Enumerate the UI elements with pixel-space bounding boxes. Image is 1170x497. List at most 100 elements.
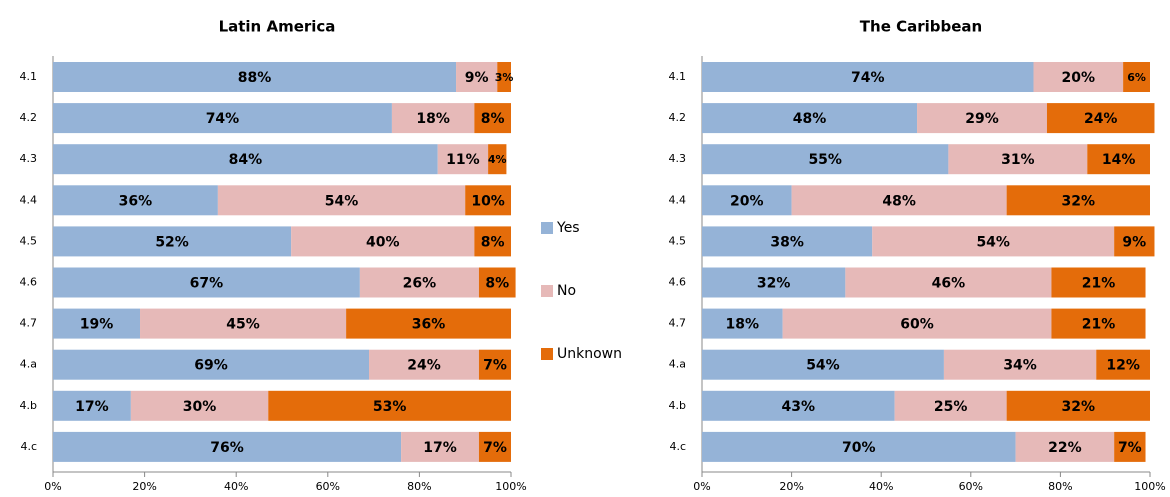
value-label: 12%: [1106, 358, 1140, 374]
value-label: 20%: [1062, 70, 1096, 86]
value-label: 31%: [1001, 152, 1035, 168]
bar-segment: [346, 308, 511, 339]
legend-label: Unknown: [557, 346, 622, 362]
x-tick-label: 40%: [224, 480, 248, 493]
value-label: 52%: [155, 234, 189, 250]
bar-segment: Unknown: [1114, 226, 1155, 257]
y-tick-label: 4.4: [20, 193, 38, 206]
bar-segment: [465, 185, 511, 216]
x-tick-label: 20%: [132, 480, 156, 493]
bar-segment: Yes: [702, 390, 895, 421]
bar-segment: Unknown: [1051, 267, 1146, 298]
bar-segment: [130, 390, 269, 421]
value-label: 7%: [483, 358, 507, 374]
bar-segment: [53, 226, 292, 257]
bar-segment: Yes: [702, 185, 792, 216]
chart-title: The Caribbean: [860, 18, 982, 36]
bar-segment: [478, 431, 511, 462]
value-label: 9%: [1122, 234, 1146, 250]
value-label: 26%: [403, 276, 437, 292]
value-label: 76%: [210, 440, 244, 456]
value-label: 21%: [1082, 276, 1116, 292]
value-label: 32%: [1062, 399, 1096, 415]
bar-segment: [497, 62, 511, 92]
bar-segment: Unknown: [1006, 390, 1150, 421]
value-label: 32%: [1062, 193, 1096, 209]
value-label: 11%: [446, 152, 480, 168]
value-label: 43%: [782, 399, 816, 415]
y-tick-label: 4.a: [669, 358, 686, 371]
bar-segment: Yes: [702, 308, 783, 339]
bar-segment: [53, 103, 392, 134]
bar-segment: No: [1033, 62, 1124, 92]
value-label: 21%: [1082, 317, 1116, 333]
value-label: 88%: [238, 70, 272, 86]
bar-segment: Unknown: [1087, 144, 1150, 175]
bar-segment: Unknown: [1051, 308, 1146, 339]
y-tick-label: 4.2: [20, 111, 38, 124]
bar-segment: [291, 226, 475, 257]
bar-segment: [437, 144, 489, 175]
value-label: 48%: [882, 193, 916, 209]
bar-segment: [53, 144, 438, 175]
value-label: 24%: [1084, 111, 1118, 127]
y-tick-label: 4.3: [669, 152, 687, 165]
value-label: 74%: [206, 111, 240, 127]
x-tick-label: 40%: [869, 480, 893, 493]
legend-swatch: [541, 348, 553, 360]
value-label: 25%: [934, 399, 968, 415]
bar-segment: [53, 267, 360, 298]
bar-segment: [401, 431, 479, 462]
value-label: 48%: [793, 111, 827, 127]
value-label: 55%: [808, 152, 842, 168]
bar-segment: No: [1015, 431, 1115, 462]
value-label: 60%: [900, 317, 934, 333]
value-label: 7%: [483, 440, 507, 456]
value-label: 3%: [495, 71, 514, 84]
bar-segment: [391, 103, 475, 134]
y-tick-label: 4.c: [669, 440, 686, 453]
x-tick-label: 100%: [495, 480, 526, 493]
bar-segment: Yes: [702, 103, 918, 134]
x-tick-label: 0%: [44, 480, 61, 493]
bar-segment: [478, 349, 511, 380]
y-tick-label: 4.1: [669, 70, 687, 83]
value-label: 22%: [1048, 440, 1082, 456]
y-tick-label: 4.5: [20, 234, 38, 247]
bar-segment: Unknown: [1123, 62, 1150, 92]
value-label: 17%: [75, 399, 109, 415]
bar-segment: Yes: [702, 349, 944, 380]
value-label: 18%: [726, 317, 760, 333]
value-label: 9%: [465, 70, 489, 86]
value-label: 10%: [471, 193, 505, 209]
value-label: 67%: [190, 276, 224, 292]
value-label: 36%: [119, 193, 153, 209]
x-tick-label: 0%: [693, 480, 710, 493]
bar-segment: [456, 62, 498, 92]
y-tick-label: 4.a: [20, 358, 37, 371]
y-tick-label: 4.1: [20, 70, 38, 83]
x-tick-label: 60%: [316, 480, 340, 493]
legend-swatch: [541, 222, 553, 234]
value-label: 70%: [842, 440, 876, 456]
value-label: 8%: [481, 234, 505, 250]
value-label: 36%: [412, 317, 446, 333]
x-tick-label: 20%: [779, 480, 803, 493]
value-label: 29%: [965, 111, 999, 127]
bar-segment: No: [943, 349, 1097, 380]
y-tick-label: 4.4: [669, 193, 687, 206]
bar-segment: Unknown: [1096, 349, 1150, 380]
value-label: 6%: [1127, 71, 1146, 84]
bar-segment: [268, 390, 511, 421]
bar-segment: [53, 308, 141, 339]
value-label: 30%: [183, 399, 217, 415]
value-label: 34%: [1003, 358, 1037, 374]
bar-segment: [474, 226, 511, 257]
value-label: 17%: [423, 440, 457, 456]
value-label: 84%: [229, 152, 263, 168]
value-label: 54%: [976, 234, 1010, 250]
legend-label: Yes: [556, 220, 580, 236]
bar-segment: Yes: [702, 62, 1034, 92]
bar-segment: [478, 267, 516, 298]
